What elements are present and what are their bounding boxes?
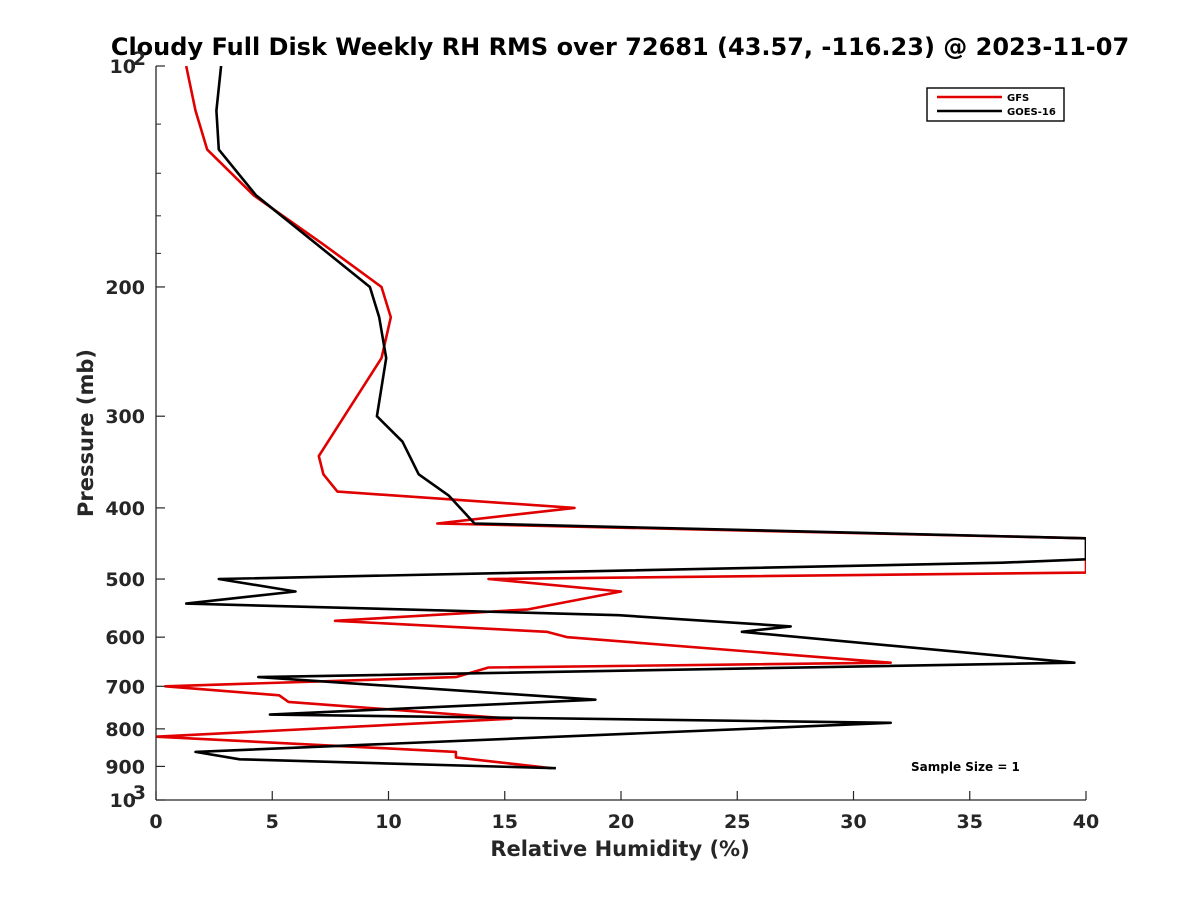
y-tick-label: 400 bbox=[105, 498, 145, 520]
chart-title: Cloudy Full Disk Weekly RH RMS over 7268… bbox=[111, 33, 1129, 61]
legend: GFS GOES-16 bbox=[926, 87, 1065, 122]
x-tick-label: 40 bbox=[1073, 811, 1099, 833]
y-tick-label: 200 bbox=[105, 277, 145, 299]
legend-box bbox=[926, 87, 1065, 122]
series-group bbox=[156, 66, 1086, 770]
x-tick-label: 35 bbox=[957, 811, 983, 833]
x-axis-label: Relative Humidity (%) bbox=[490, 837, 749, 861]
y-tick-exponent: 3 bbox=[133, 782, 146, 804]
x-tick-label: 20 bbox=[608, 811, 634, 833]
y-tick-label: 300 bbox=[105, 406, 145, 428]
y-tick-exponent: 2 bbox=[133, 48, 146, 70]
y-tick-label: 900 bbox=[105, 756, 145, 778]
y-axis-label: Pressure (mb) bbox=[74, 349, 98, 517]
legend-label: GOES-16 bbox=[1007, 107, 1056, 118]
x-tick-label: 10 bbox=[375, 811, 401, 833]
y-tick-label: 10 bbox=[110, 790, 136, 812]
x-tick-label: 25 bbox=[724, 811, 750, 833]
y-tick-label: 500 bbox=[105, 569, 145, 591]
legend-label: GFS bbox=[1007, 93, 1029, 104]
series-line-goes-16 bbox=[184, 66, 1086, 770]
series-line-gfs bbox=[156, 66, 1086, 770]
plot-area: 0 5 10 15 20 25 30 35 40102200300400500600700800… bbox=[105, 48, 1099, 833]
sample-size-annotation: Sample Size = 1 bbox=[911, 760, 1020, 774]
y-tick-label: 800 bbox=[105, 719, 145, 741]
y-tick-label: 10 bbox=[110, 56, 136, 78]
x-tick-label: 30 bbox=[840, 811, 866, 833]
x-tick-label: 0 bbox=[149, 811, 162, 833]
x-tick-label: 5 bbox=[266, 811, 279, 833]
y-tick-label: 600 bbox=[105, 627, 145, 649]
y-tick-label: 700 bbox=[105, 676, 145, 698]
x-tick-label: 15 bbox=[492, 811, 518, 833]
